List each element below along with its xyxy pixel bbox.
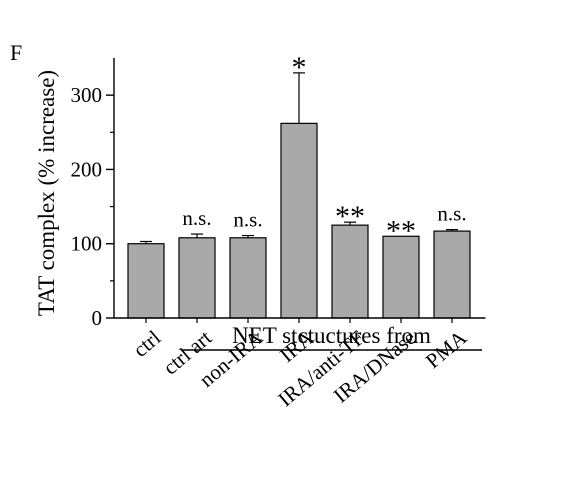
significance-label: n.s. (233, 208, 262, 232)
bar (229, 237, 267, 319)
y-axis-label: TAT complex (% increase) (34, 70, 59, 316)
bar (382, 235, 420, 319)
bar (433, 230, 471, 319)
bar (280, 122, 318, 319)
significance-label: ** (335, 200, 365, 233)
group-label: NET stctuctures from (232, 323, 431, 348)
y-axis: 0 100 200 300 (71, 58, 115, 330)
significance-label: n.s. (182, 206, 211, 230)
significance-label: n.s. (437, 202, 466, 226)
y-tick-label: 0 (92, 306, 103, 330)
significance-label: ** (386, 214, 416, 247)
group-bracket: NET stctuctures from (181, 323, 482, 351)
bar (127, 243, 165, 319)
panel-label: F (10, 40, 22, 65)
significance-label: * (292, 51, 307, 84)
x-tick-label: ctrl (128, 325, 165, 361)
bar (178, 237, 216, 319)
bar (331, 224, 369, 319)
y-tick-label: 100 (71, 232, 103, 256)
bars: n.s. n.s.*** **n.s. (114, 51, 486, 323)
y-tick-label: 300 (71, 83, 103, 107)
y-tick-label: 200 (71, 157, 103, 181)
